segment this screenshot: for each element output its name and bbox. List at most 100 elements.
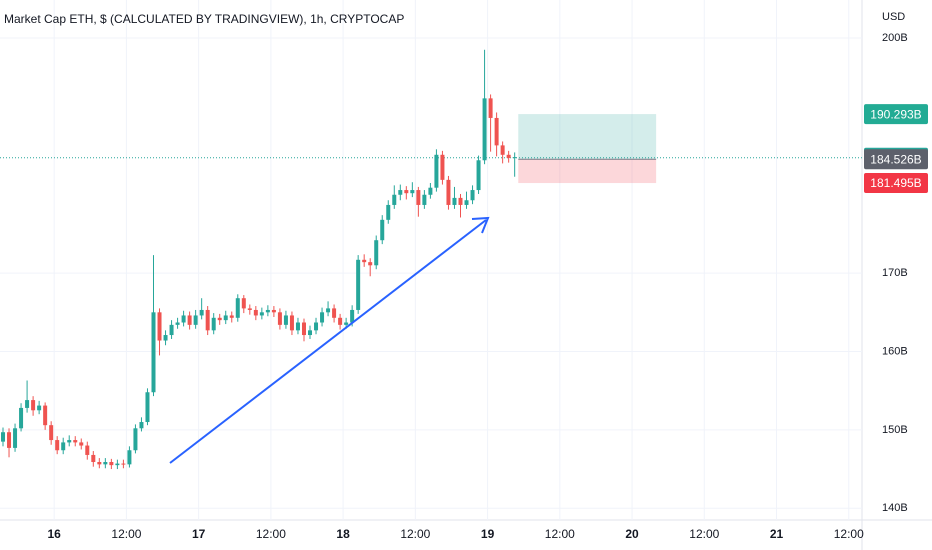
candle-body xyxy=(386,204,391,220)
y-tick-label: 150B xyxy=(882,424,908,436)
candle-body xyxy=(115,463,120,466)
candle-body xyxy=(253,309,258,316)
candle-body xyxy=(289,315,294,331)
candle-body xyxy=(398,190,403,195)
candle-body xyxy=(109,462,114,466)
candle-body xyxy=(247,308,252,310)
candle-body xyxy=(121,463,126,465)
currency-label: USD xyxy=(882,11,905,23)
candle-body xyxy=(181,315,186,323)
x-tick-label: 12:00 xyxy=(545,527,575,541)
candle-body xyxy=(97,462,102,465)
chart-title: Market Cap ETH, $ (CALCULATED BY TRADING… xyxy=(4,12,404,26)
candle-body xyxy=(362,259,367,263)
x-tick-label: 16 xyxy=(47,527,61,541)
candle-body xyxy=(338,317,343,325)
x-tick-label: 19 xyxy=(481,527,495,541)
candle-body xyxy=(103,462,108,465)
candle-body xyxy=(308,330,313,336)
candle-body xyxy=(133,428,138,451)
trend-arrow[interactable] xyxy=(169,219,487,464)
candle-body xyxy=(470,190,475,201)
candle-body xyxy=(368,262,373,266)
candle-body xyxy=(410,190,415,194)
x-tick-label: 18 xyxy=(336,527,350,541)
candle-body xyxy=(271,309,276,313)
candle-body xyxy=(193,315,198,325)
candle-body xyxy=(79,442,84,446)
candle-body xyxy=(31,400,36,411)
x-tick-label: 12:00 xyxy=(834,527,864,541)
x-tick-label: 12:00 xyxy=(111,527,141,541)
y-tick-label: 170B xyxy=(882,267,908,279)
plot xyxy=(0,0,862,520)
candle-body xyxy=(404,190,409,194)
candle-body xyxy=(416,190,421,205)
y-tick-label: 140B xyxy=(882,502,908,514)
candle-body xyxy=(392,194,397,205)
candle-body xyxy=(151,312,156,393)
candle-body xyxy=(169,324,174,336)
price-tag xyxy=(864,149,928,170)
candle-body xyxy=(512,157,517,159)
candle-body xyxy=(145,392,150,423)
x-tick-label: 12:00 xyxy=(256,527,286,541)
candle-body xyxy=(127,450,132,465)
candle-body xyxy=(229,315,234,318)
candle-body xyxy=(301,322,306,336)
candle-body xyxy=(482,98,487,161)
candle-body xyxy=(223,315,228,321)
candle-body xyxy=(187,315,192,325)
candle-body xyxy=(49,425,54,441)
price-tag-label: 190.293B xyxy=(870,107,921,121)
candle-body xyxy=(446,179,451,205)
candle-body xyxy=(422,194,427,205)
candle-body xyxy=(374,240,379,266)
candle-body xyxy=(175,322,180,325)
candle-body xyxy=(61,442,66,451)
price-tag-label: 184.526B xyxy=(870,152,921,166)
candle-body xyxy=(259,312,264,316)
candle-body xyxy=(428,187,433,195)
candle-body xyxy=(356,259,361,310)
stop-zone xyxy=(518,159,657,184)
candle-body xyxy=(326,308,331,313)
candle-body xyxy=(434,154,439,188)
candle-body xyxy=(163,335,168,341)
candle-body xyxy=(440,154,445,180)
candle-body xyxy=(464,200,469,205)
candle-body xyxy=(265,309,270,313)
candle-body xyxy=(344,322,349,325)
candle-body xyxy=(139,422,144,429)
candle-body xyxy=(55,440,60,451)
candle-body xyxy=(494,117,499,146)
arrow-head xyxy=(471,216,490,234)
candle-body xyxy=(320,312,325,323)
candle-body xyxy=(277,312,282,325)
price-tag xyxy=(864,173,928,194)
y-tick-label: 200B xyxy=(882,32,908,44)
candle-body xyxy=(85,445,90,455)
candle-body xyxy=(211,317,216,331)
candle-body xyxy=(380,219,385,241)
candle-body xyxy=(73,440,78,443)
candle-body xyxy=(217,317,222,321)
x-tick-label: 12:00 xyxy=(689,527,719,541)
x-tick-label: 21 xyxy=(770,527,784,541)
x-tick-label: 12:00 xyxy=(400,527,430,541)
candle-body xyxy=(205,309,210,331)
candle-body xyxy=(488,98,493,118)
candle-body xyxy=(295,322,300,331)
price-tag xyxy=(864,104,928,125)
candle-body xyxy=(350,309,355,323)
candle-body xyxy=(314,322,319,331)
candle-body xyxy=(452,197,457,205)
x-tick-label: 20 xyxy=(625,527,639,541)
candle-body xyxy=(199,309,204,316)
candle-body xyxy=(458,197,463,205)
candle-body xyxy=(1,432,6,442)
candle-body xyxy=(476,160,481,191)
candle-body xyxy=(235,298,240,318)
